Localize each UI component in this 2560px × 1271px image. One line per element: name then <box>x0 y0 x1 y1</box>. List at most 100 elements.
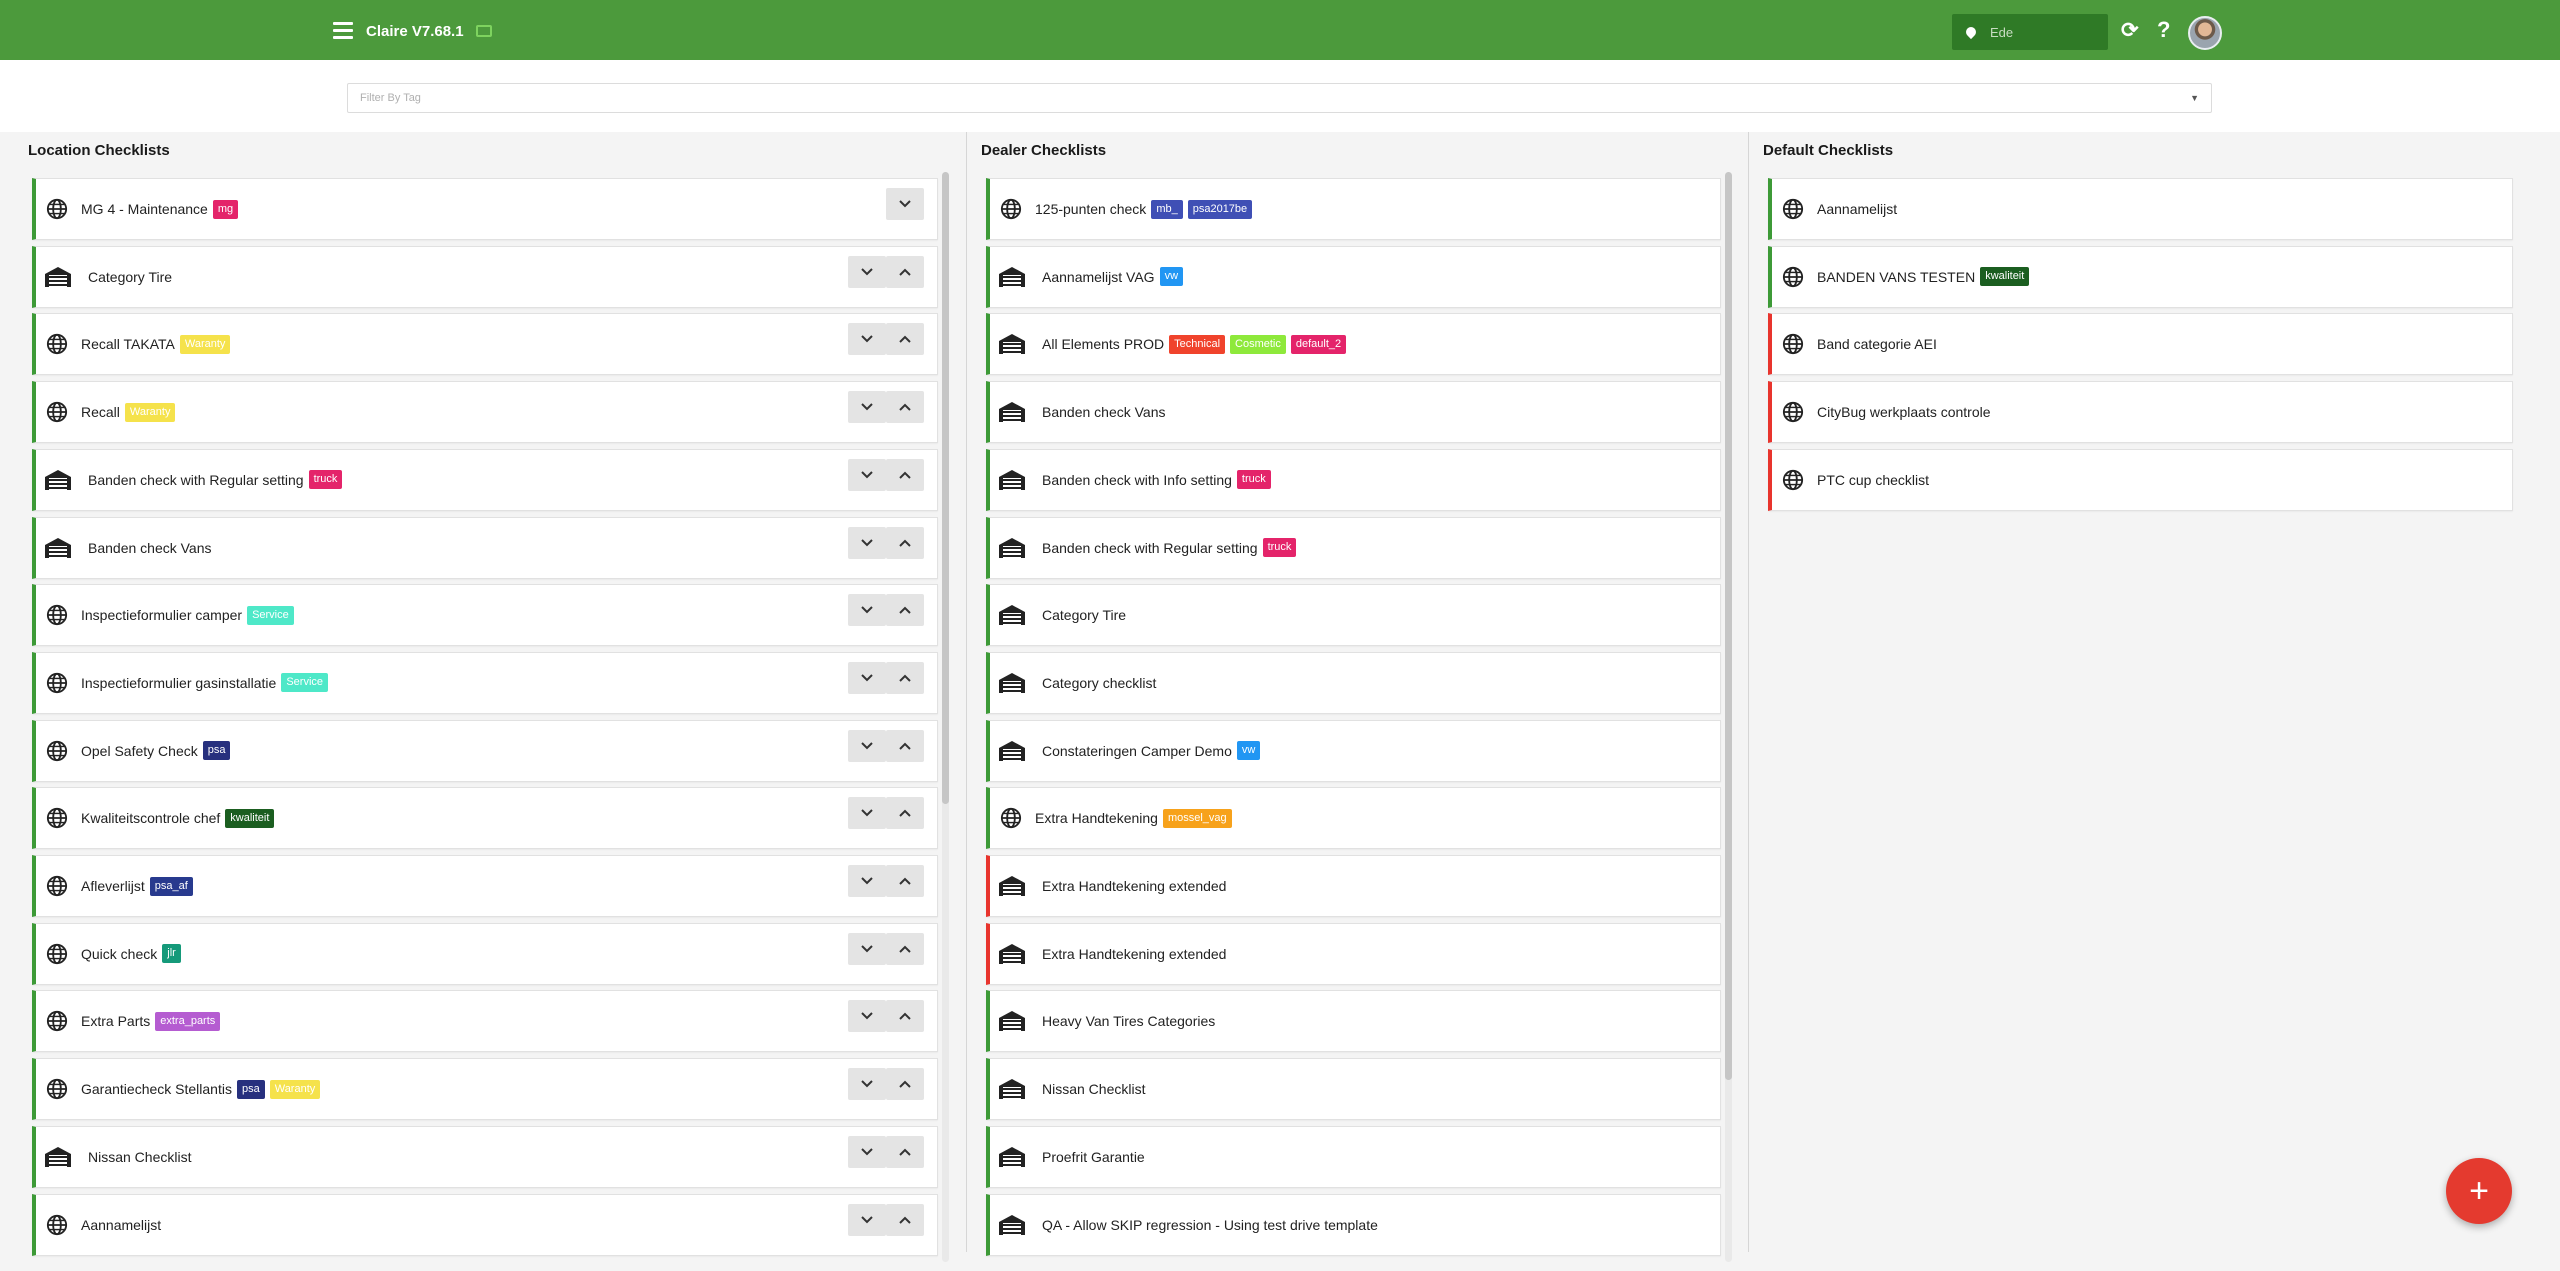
globe-icon <box>46 198 68 220</box>
garage-icon <box>998 875 1026 897</box>
garage-icon <box>998 1214 1026 1236</box>
checklist-card[interactable]: Category Tire <box>986 584 1721 647</box>
move-up-button[interactable] <box>886 865 924 897</box>
move-up-button[interactable] <box>886 1203 924 1236</box>
move-up-button[interactable] <box>886 1068 924 1101</box>
checklist-card[interactable]: Banden check Vans <box>32 516 938 579</box>
checklist-name: Aannamelijst <box>81 1216 162 1233</box>
garage-icon <box>998 333 1026 355</box>
checklist-card[interactable]: Extra Handtekening extended <box>986 922 1721 985</box>
move-down-button[interactable] <box>886 188 924 220</box>
checklist-card[interactable]: Quick check jlr <box>32 922 938 985</box>
globe-icon <box>46 740 68 762</box>
move-down-button[interactable] <box>848 661 886 694</box>
move-up-button[interactable] <box>886 1135 924 1168</box>
checklist-card[interactable]: Extra Handtekening extended <box>986 855 1721 917</box>
dealer-scroll-thumb[interactable] <box>1725 172 1732 1080</box>
tag-badge: kwaliteit <box>225 808 275 828</box>
checklist-card[interactable]: Nissan Checklist <box>32 1125 938 1188</box>
checklist-card[interactable]: Aannamelijst <box>1768 178 2513 240</box>
help-icon[interactable]: ? <box>2157 17 2171 42</box>
move-up-button[interactable] <box>886 797 924 830</box>
checklist-card[interactable]: CityBug werkplaats controle <box>1768 381 2513 444</box>
checklist-card[interactable]: All Elements PROD Technical Cosmetic defaul… <box>986 313 1721 376</box>
move-down-button[interactable] <box>848 729 886 762</box>
move-up-button[interactable] <box>886 391 924 424</box>
checklist-card[interactable]: Inspectieformulier camper Service <box>32 584 938 647</box>
checklist-card[interactable]: Proefrit Garantie <box>986 1125 1721 1188</box>
checklist-name: Banden check with Info setting <box>1042 471 1232 488</box>
move-up-button[interactable] <box>886 932 924 965</box>
move-down-button[interactable] <box>848 1203 886 1236</box>
cast-icon[interactable] <box>476 25 492 37</box>
hamburger-menu-icon[interactable] <box>333 22 353 39</box>
checklist-card[interactable]: Recall Waranty <box>32 381 938 444</box>
checklist-card[interactable]: Band categorie AEI <box>1768 313 2513 376</box>
checklist-card[interactable]: Garantiecheck Stellantis psa Waranty <box>32 1058 938 1121</box>
move-up-button[interactable] <box>886 1000 924 1033</box>
move-down-button[interactable] <box>848 1068 886 1101</box>
move-down-button[interactable] <box>848 526 886 559</box>
checklist-name: Nissan Checklist <box>1042 1081 1146 1098</box>
globe-icon <box>1782 266 1804 288</box>
move-down-button[interactable] <box>848 1000 886 1033</box>
checklist-card[interactable]: Constateringen Camper Demo vw <box>986 719 1721 782</box>
checklist-card[interactable]: Category checklist <box>986 651 1721 714</box>
checklist-card[interactable]: Opel Safety Check psa <box>32 719 938 782</box>
checklist-card[interactable]: Kwaliteitscontrole chef kwaliteit <box>32 787 938 850</box>
checklist-name: Banden check Vans <box>1042 404 1166 421</box>
add-checklist-button[interactable]: + <box>2446 1158 2512 1224</box>
checklist-card[interactable]: Recall TAKATA Waranty <box>32 313 938 376</box>
checklist-card[interactable]: Nissan Checklist <box>986 1058 1721 1121</box>
move-up-button[interactable] <box>886 458 924 491</box>
checklist-card[interactable]: Heavy Van Tires Categories <box>986 990 1721 1053</box>
checklist-card[interactable]: Aannamelijst <box>32 1193 938 1256</box>
dealer-scrollbar[interactable] <box>1725 172 1732 1262</box>
location-scrollbar[interactable] <box>942 172 949 1262</box>
globe-icon <box>46 604 68 626</box>
tag-badge: truck <box>1236 470 1271 490</box>
checklist-card[interactable]: Banden check with Regular setting truck <box>32 448 938 511</box>
garage-icon <box>998 672 1026 694</box>
move-down-button[interactable] <box>848 255 886 288</box>
move-down-button[interactable] <box>848 932 886 965</box>
location-scroll-thumb[interactable] <box>942 172 949 804</box>
checklist-card[interactable]: Banden check with Info setting truck <box>986 448 1721 511</box>
move-up-button[interactable] <box>886 323 924 356</box>
user-avatar[interactable] <box>2188 16 2222 50</box>
globe-icon <box>46 401 68 423</box>
globe-icon <box>46 1010 68 1032</box>
refresh-icon[interactable]: ⟳ <box>2121 19 2139 42</box>
move-down-button[interactable] <box>848 865 886 897</box>
checklist-card[interactable]: Extra Parts extra_parts <box>32 990 938 1053</box>
tag-badge: Waranty <box>269 1079 321 1099</box>
checklist-card[interactable]: 125-punten check mb_ psa2017be <box>986 178 1721 240</box>
move-down-button[interactable] <box>848 458 886 491</box>
move-up-button[interactable] <box>886 255 924 288</box>
checklist-card[interactable]: Inspectieformulier gasinstallatie Service <box>32 651 938 714</box>
checklist-card[interactable]: QA - Allow SKIP regression - Using test … <box>986 1193 1721 1256</box>
move-down-button[interactable] <box>848 1135 886 1168</box>
checklist-name: Category Tire <box>1042 607 1127 624</box>
tag-filter-select[interactable]: Filter By Tag ▼ <box>347 83 2212 113</box>
checklist-card[interactable]: Afleverlijst psa_af <box>32 855 938 917</box>
garage-icon <box>998 469 1026 491</box>
move-up-button[interactable] <box>886 526 924 559</box>
move-up-button[interactable] <box>886 661 924 694</box>
checklist-card[interactable]: Banden check Vans <box>986 381 1721 444</box>
checklist-card[interactable]: BANDEN VANS TESTEN kwaliteit <box>1768 245 2513 308</box>
move-up-button[interactable] <box>886 594 924 627</box>
move-down-button[interactable] <box>848 391 886 424</box>
location-selector[interactable]: Ede <box>1952 14 2108 50</box>
checklist-card[interactable]: Category Tire <box>32 245 938 308</box>
move-down-button[interactable] <box>848 323 886 356</box>
move-up-button[interactable] <box>886 729 924 762</box>
move-down-button[interactable] <box>848 797 886 830</box>
move-down-button[interactable] <box>848 594 886 627</box>
checklist-card[interactable]: Aannamelijst VAG vw <box>986 245 1721 308</box>
checklist-name: Recall TAKATA <box>81 336 175 353</box>
checklist-card[interactable]: Extra Handtekening mossel_vag <box>986 787 1721 850</box>
checklist-card[interactable]: MG 4 - Maintenance mg <box>32 178 938 240</box>
checklist-card[interactable]: Banden check with Regular setting truck <box>986 516 1721 579</box>
checklist-card[interactable]: PTC cup checklist <box>1768 448 2513 511</box>
